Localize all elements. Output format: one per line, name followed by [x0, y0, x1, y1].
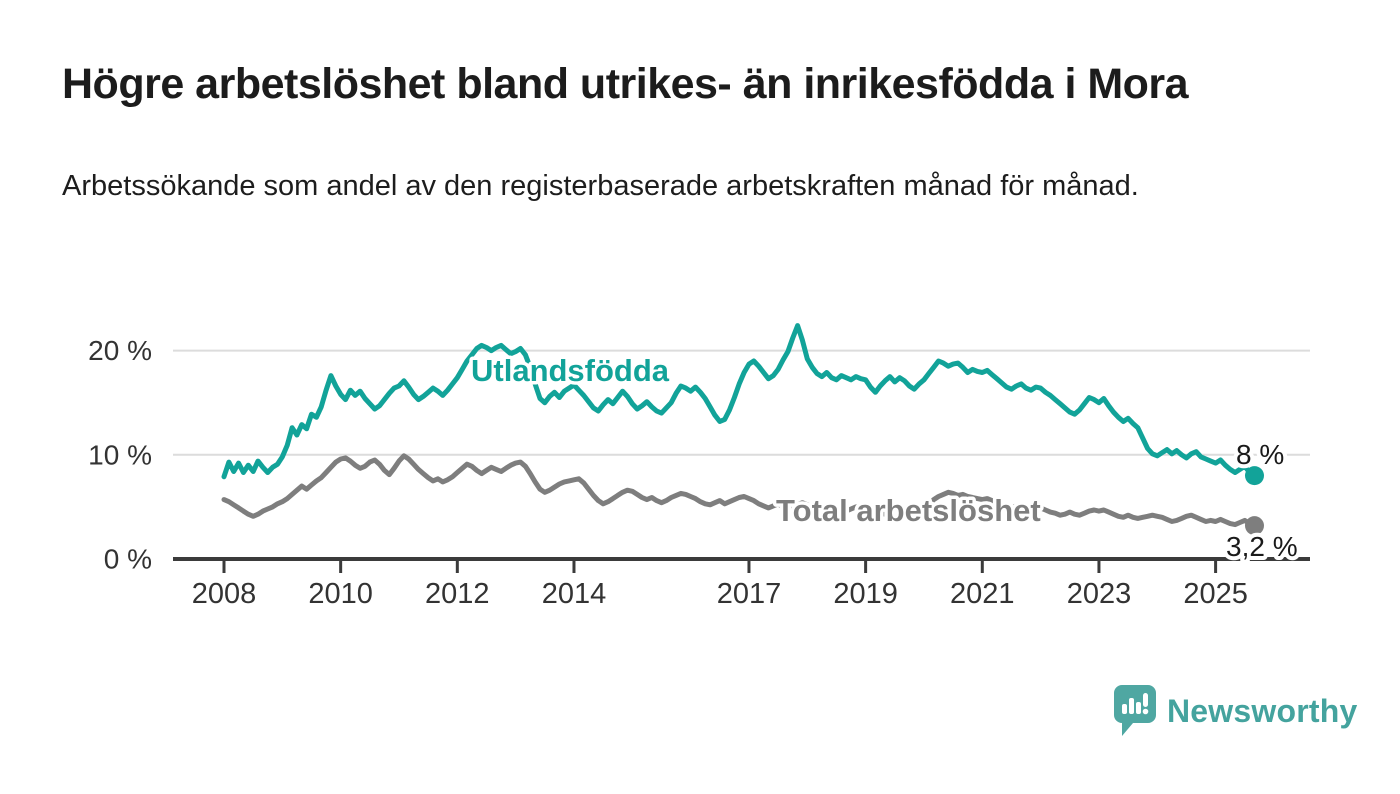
brand-logo: Newsworthy [1113, 684, 1357, 738]
series-line-total [221, 453, 1257, 529]
x-axis-label-2012: 2012 [425, 578, 490, 610]
x-axis-label-2014: 2014 [542, 578, 607, 610]
x-axis-label-2010: 2010 [308, 578, 373, 610]
bar-medium [1136, 702, 1141, 714]
endpoint-dot-utlandsfodda [1244, 466, 1264, 486]
y-axis-label-10: 10 % [88, 439, 152, 470]
x-axis-label-2019: 2019 [833, 578, 898, 610]
series-label-utlandsfodda: Utlandsfödda [471, 353, 670, 388]
x-axis-label-2025: 2025 [1183, 578, 1248, 610]
x-axis-label-2017: 2017 [717, 578, 782, 610]
bar-small [1122, 704, 1127, 714]
x-axis-label-2008: 2008 [192, 578, 257, 610]
exclamation-bar [1143, 693, 1148, 707]
newsworthy-logo-icon [1114, 685, 1156, 736]
y-axis-label-20: 20 % [88, 335, 152, 366]
endpoint-dot-total [1244, 516, 1264, 536]
series-label-total: Total arbetslöshet [776, 493, 1041, 528]
bar-tall [1129, 698, 1134, 714]
chart-title: Högre arbetslöshet bland utrikes- än inr… [62, 60, 1189, 108]
y-axis-label-0: 0 % [104, 544, 152, 575]
x-axis-label-2021: 2021 [950, 578, 1015, 610]
speech-bubble-shape [1114, 685, 1156, 736]
end-label-utlandsfodda: 8 % [1236, 439, 1284, 470]
chart-subtitle: Arbetssökande som andel av den registerb… [62, 170, 1139, 202]
end-label-total: 3,2 % [1226, 531, 1298, 562]
brand-name: Newsworthy [1167, 692, 1358, 729]
series-line-utlandsfodda [221, 323, 1257, 480]
x-axis-label-2023: 2023 [1067, 578, 1132, 610]
exclamation-dot [1142, 708, 1149, 715]
